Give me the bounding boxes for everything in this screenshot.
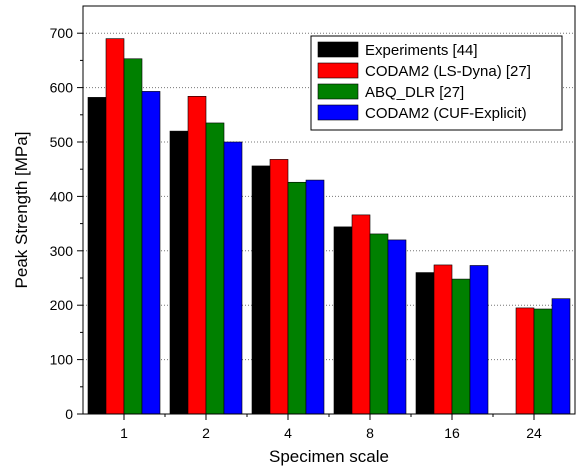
x-axis-title: Specimen scale [269, 447, 389, 466]
bar-codam2-4 [269, 159, 289, 415]
legend-swatch [317, 41, 359, 58]
bar-codam2-24 [551, 298, 571, 415]
bar-codam2-16 [469, 265, 489, 415]
x-tick-label: 16 [444, 425, 460, 441]
bar-abqdlr-8 [369, 233, 389, 415]
y-tick-label: 500 [50, 134, 74, 150]
legend-swatch [317, 62, 359, 79]
bar-abqdlr-24 [533, 308, 553, 415]
x-tick-label: 2 [202, 425, 210, 441]
legend-swatch [317, 104, 359, 121]
bar-abqdlr-16 [451, 278, 471, 415]
bar-codam2-2 [187, 96, 207, 415]
legend-swatch [317, 83, 359, 100]
bar-codam2-2 [223, 141, 243, 415]
y-tick-label: 100 [50, 352, 74, 368]
y-tick-label: 700 [50, 25, 74, 41]
bar-abqdlr-1 [123, 58, 143, 415]
bar-codam2-1 [105, 38, 125, 415]
bar-experiments-1 [87, 97, 107, 415]
bars [87, 38, 571, 415]
bar-experiments-16 [415, 272, 435, 415]
bar-codam2-4 [305, 179, 325, 415]
x-tick-label: 1 [120, 425, 128, 441]
legend-label: CODAM2 (CUF-Explicit) [365, 105, 527, 122]
x-tick-label: 8 [366, 425, 374, 441]
legend-label: CODAM2 (LS-Dyna) [27] [365, 63, 531, 80]
bar-experiments-2 [169, 130, 189, 415]
bar-codam2-8 [387, 239, 407, 415]
bar-abqdlr-4 [287, 181, 307, 415]
bar-codam2-16 [433, 264, 453, 415]
bar-codam2-24 [515, 307, 535, 415]
bar-experiments-4 [251, 165, 271, 415]
legend-label: Experiments [44] [365, 42, 478, 59]
legend: Experiments [44] CODAM2 (LS-Dyna) [27] ABQ… [310, 35, 563, 131]
bar-experiments-8 [333, 226, 353, 415]
y-tick-label: 600 [50, 80, 74, 96]
x-tick-label: 24 [526, 425, 542, 441]
y-tick-label: 200 [50, 297, 74, 313]
x-tick-label: 4 [284, 425, 292, 441]
y-tick-label: 300 [50, 243, 74, 259]
legend-label: ABQ_DLR [27] [365, 84, 464, 101]
y-axis-title: Peak Strength [MPa] [12, 132, 31, 289]
y-tick-label: 0 [65, 406, 73, 422]
bar-abqdlr-2 [205, 122, 225, 415]
bar-codam2-1 [141, 91, 161, 415]
bar-codam2-8 [351, 214, 371, 415]
y-tick-label: 400 [50, 188, 74, 204]
